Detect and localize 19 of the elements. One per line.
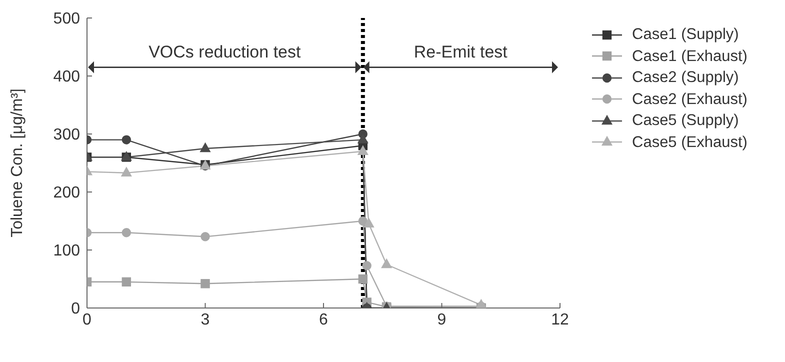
legend-label: Case1 (Exhaust) (632, 46, 748, 66)
annotation: VOCs reduction test (148, 42, 301, 62)
y-tick-label: 100 (53, 242, 80, 260)
x-tick-label: 6 (319, 311, 328, 328)
x-tick-label: 12 (551, 311, 569, 328)
y-tick-label: 300 (53, 126, 80, 144)
legend-label: Case5 (Exhaust) (632, 132, 748, 152)
x-tick-label: 0 (82, 311, 92, 328)
legend-label: Case2 (Exhaust) (632, 90, 748, 110)
y-tick-label: 200 (53, 184, 80, 202)
legend-label: Case5 (Supply) (632, 111, 739, 131)
legend-label: Case1 (Supply) (632, 25, 739, 45)
x-tick-label: 9 (437, 311, 446, 328)
y-tick-label: 500 (53, 10, 80, 28)
x-tick-label: 3 (200, 311, 210, 328)
legend-label: Case2 (Supply) (632, 68, 739, 88)
annotation: Re-Emit test (414, 42, 508, 62)
y-tick-label: 400 (53, 68, 80, 86)
y-axis-title: Toluene Con. [μg/m³] (9, 88, 26, 238)
